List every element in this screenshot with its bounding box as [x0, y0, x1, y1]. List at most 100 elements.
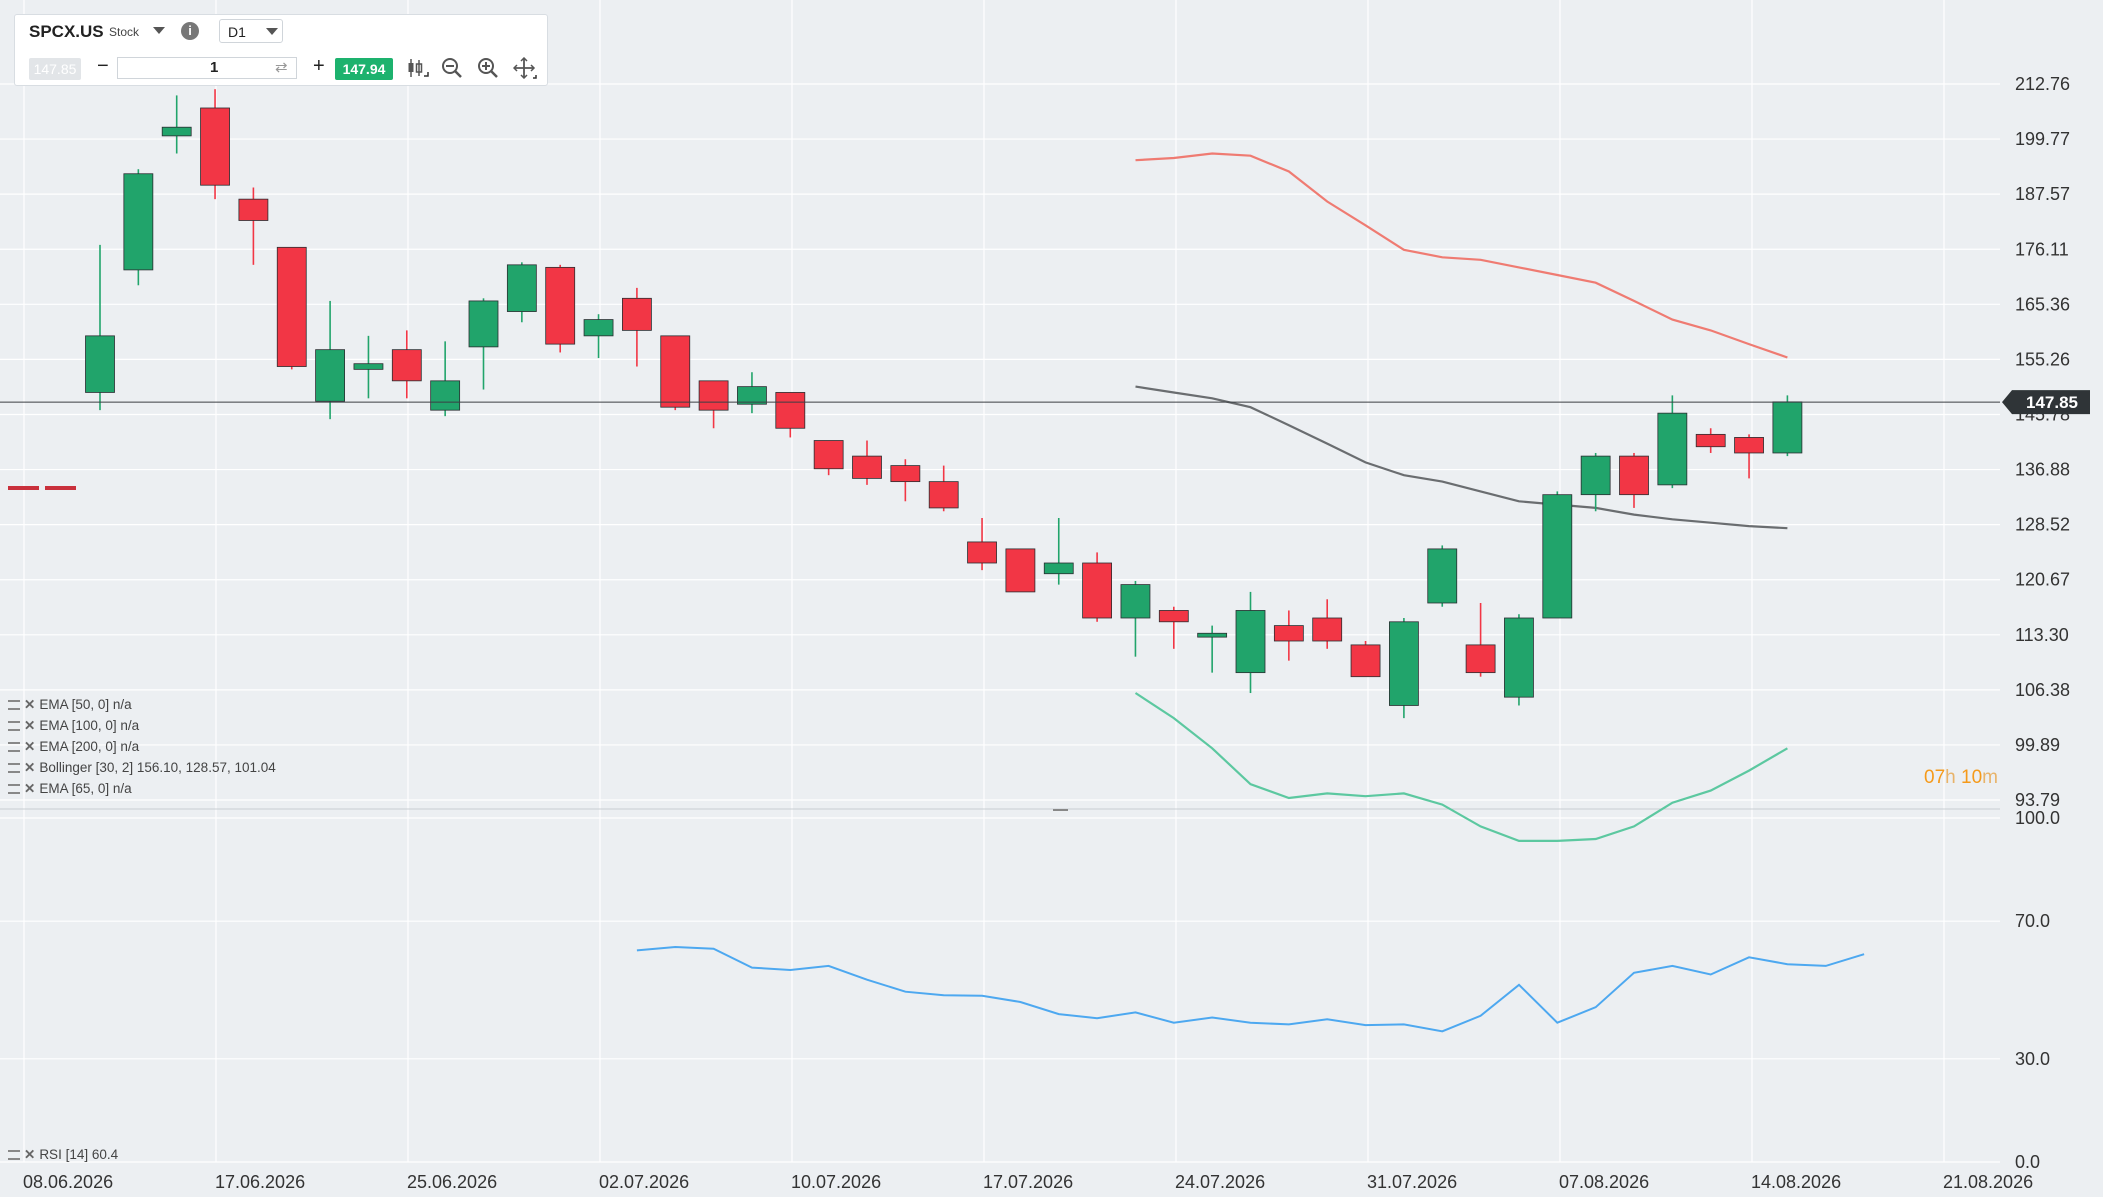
buy-price-button[interactable]: 147.94 — [335, 58, 393, 80]
rsi-tick-label: 100.0 — [2015, 808, 2060, 828]
settings-icon[interactable] — [8, 1150, 20, 1161]
candle-body — [622, 297, 652, 331]
candle-body — [1082, 562, 1112, 619]
candle-body — [276, 246, 307, 367]
candle-body — [161, 126, 192, 137]
candle — [315, 300, 346, 420]
timeframe-value: D1 — [228, 24, 246, 40]
date-tick-label: 24.07.2026 — [1175, 1172, 1265, 1192]
rsi-tick-label: 30.0 — [2015, 1049, 2050, 1069]
candle-body — [660, 335, 691, 408]
sell-price-button[interactable]: 147.85 — [29, 58, 81, 80]
candle — [1465, 602, 1496, 677]
candle-body — [1695, 433, 1726, 448]
price-tick-label: 93.79 — [2015, 790, 2060, 810]
chart-grid — [0, 0, 2000, 1163]
candle-body — [1120, 584, 1151, 619]
price-tick-label: 99.89 — [2015, 735, 2060, 755]
timeframe-select[interactable]: D1 — [219, 19, 283, 43]
candle — [1695, 428, 1726, 453]
price-tick-label: 113.30 — [2015, 625, 2069, 645]
candle — [238, 187, 269, 265]
candle — [430, 341, 461, 417]
date-axis: 08.06.2026 17.06.2026 25.06.2026 02.07.2026… — [23, 1172, 2033, 1192]
settings-icon[interactable] — [8, 784, 20, 795]
symbol-dropdown-icon[interactable] — [153, 27, 165, 34]
candle-body — [85, 335, 115, 393]
date-tick-label: 14.08.2026 — [1751, 1172, 1841, 1192]
candlestick-icon[interactable] — [407, 57, 429, 79]
price-tick-label: 212.76 — [2015, 74, 2070, 94]
remove-icon[interactable]: ✕ — [24, 697, 36, 712]
candle — [1542, 491, 1573, 619]
indicator-label: RSI [14] 60.4 — [39, 1147, 119, 1162]
settings-icon[interactable] — [8, 763, 20, 774]
date-tick-label: 17.06.2026 — [215, 1172, 305, 1192]
candle-body — [1197, 632, 1228, 638]
candle-body — [1389, 621, 1419, 706]
candles-layer — [85, 89, 1803, 719]
chevron-down-icon — [266, 28, 278, 35]
price-tick-label: 165.36 — [2015, 294, 2070, 314]
candle-body — [1235, 610, 1266, 674]
settings-icon[interactable] — [8, 700, 20, 711]
symbol-type: Stock — [109, 25, 140, 39]
candle — [1043, 517, 1074, 585]
zoom-out-icon[interactable] — [441, 57, 463, 79]
date-tick-label: 08.06.2026 — [23, 1172, 113, 1192]
symbol-name[interactable]: SPCX.US — [29, 22, 104, 41]
candle — [1427, 545, 1458, 607]
candle-body — [1043, 562, 1074, 575]
price-tick-label: 187.57 — [2015, 184, 2070, 204]
settings-icon[interactable] — [8, 742, 20, 753]
indicator-legend: ✕ Bollinger [30, 2] 156.10, 128.57, 101.0… — [8, 760, 276, 776]
candle — [1197, 625, 1228, 673]
quantity-decrease-button[interactable]: − — [97, 55, 109, 77]
rsi-axis: 100.0 70.0 30.0 0.0 — [2015, 808, 2060, 1172]
date-tick-label: 21.08.2026 — [1943, 1172, 2033, 1192]
indicator-legend: ✕ EMA [65, 0] n/a — [8, 781, 132, 797]
indicator-label: EMA [50, 0] n/a — [39, 697, 132, 712]
candle — [1158, 606, 1189, 649]
price-tick-label: 136.88 — [2015, 460, 2070, 480]
candle — [813, 440, 844, 476]
candle-body — [890, 465, 921, 483]
quantity-increase-button[interactable]: + — [313, 55, 325, 77]
candle-body — [238, 198, 269, 221]
quantity-input[interactable]: 1 — [117, 57, 297, 79]
candle-body — [200, 107, 230, 186]
candle — [545, 264, 576, 353]
date-tick-label: 07.08.2026 — [1559, 1172, 1649, 1192]
current-price-label: 147.85 — [2026, 393, 2078, 412]
rsi-tick-label: 70.0 — [2015, 911, 2050, 931]
info-icon[interactable]: i — [181, 22, 199, 40]
candle-body — [737, 386, 767, 405]
candle-body — [1465, 644, 1496, 674]
swap-icon[interactable]: ⇄ — [275, 59, 288, 76]
indicator-label: EMA [100, 0] n/a — [39, 718, 140, 733]
date-tick-label: 31.07.2026 — [1367, 1172, 1457, 1192]
bollinger-upper-line — [1135, 152, 1788, 359]
candle — [1082, 552, 1112, 622]
candle-body — [813, 440, 844, 470]
price-tick-label: 155.26 — [2015, 349, 2070, 369]
crosshair-icon[interactable] — [513, 57, 537, 79]
remove-icon[interactable]: ✕ — [24, 1147, 36, 1162]
remove-icon[interactable]: ✕ — [24, 760, 36, 775]
zoom-in-icon[interactable] — [477, 57, 499, 79]
candle — [468, 298, 499, 390]
candle — [775, 392, 806, 438]
indicator-legend: ✕ EMA [50, 0] n/a — [8, 697, 132, 713]
bollinger-lower-line — [1134, 692, 1788, 843]
remove-icon[interactable]: ✕ — [24, 781, 36, 796]
candle — [391, 330, 422, 399]
date-tick-label: 25.06.2026 — [407, 1172, 497, 1192]
trade-toolbar: SPCX.US Stock i D1 147.85 − 1 ⇄ + 147.94 — [14, 14, 548, 86]
price-tick-label: 120.67 — [2015, 570, 2070, 590]
price-tick-label: 106.38 — [2015, 680, 2070, 700]
candle — [852, 440, 882, 485]
remove-icon[interactable]: ✕ — [24, 739, 36, 754]
remove-icon[interactable]: ✕ — [24, 718, 36, 733]
settings-icon[interactable] — [8, 721, 20, 732]
